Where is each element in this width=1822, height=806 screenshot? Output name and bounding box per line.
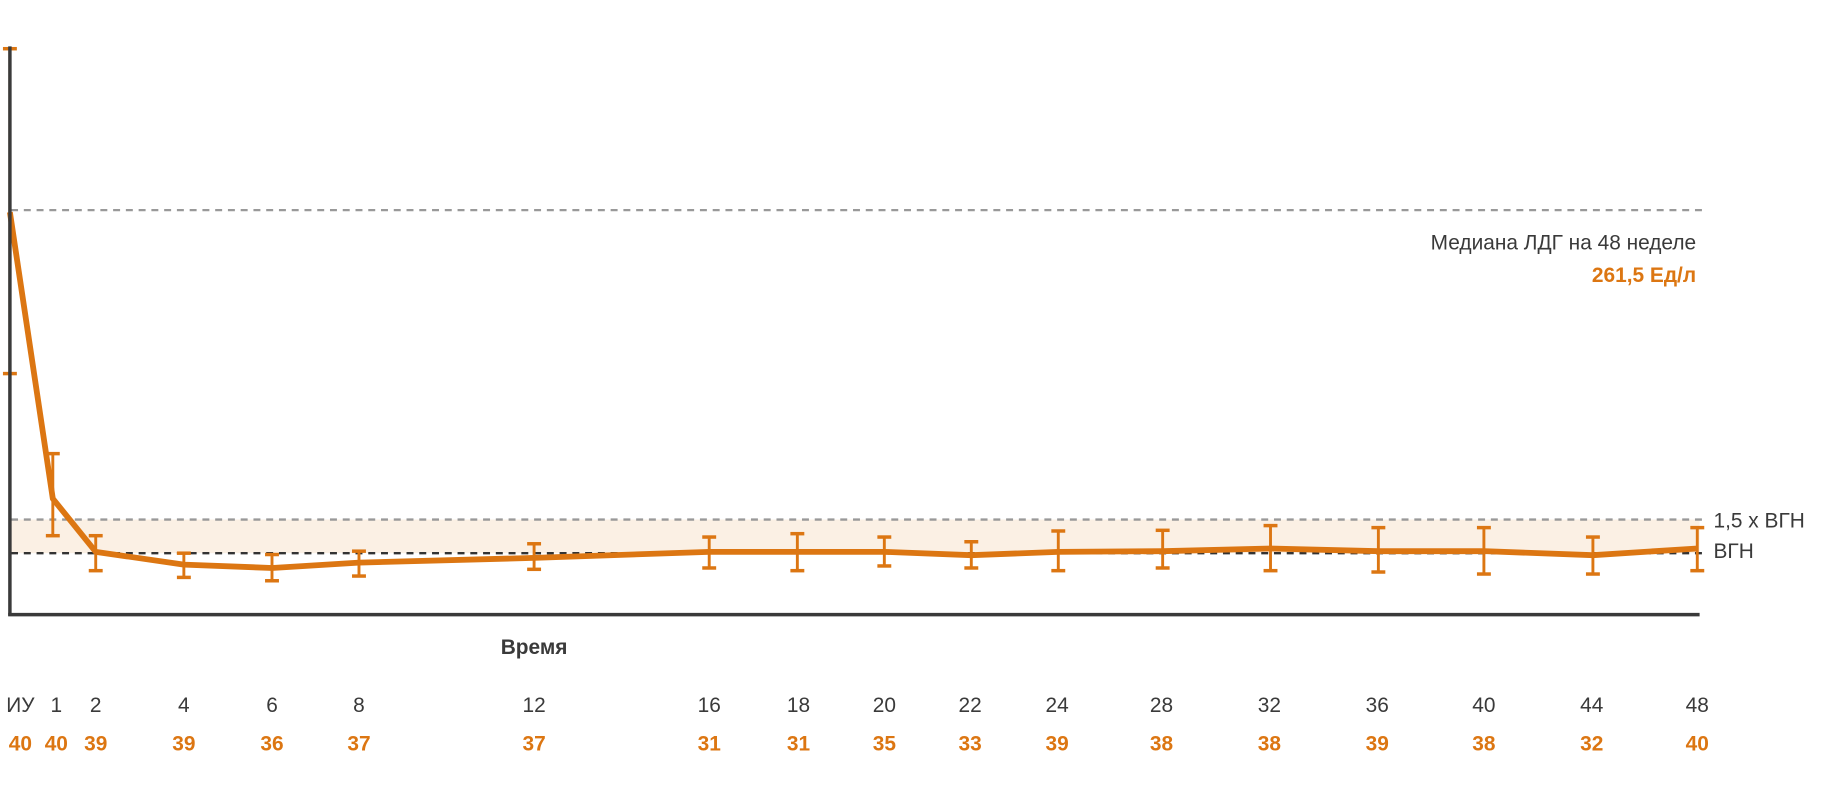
- x-tick-label: 22: [959, 694, 982, 717]
- x-tick-label: 6: [266, 694, 278, 717]
- ref-label-uln: ВГН: [1714, 540, 1754, 563]
- series-line: [7, 211, 1698, 571]
- n-label: 39: [84, 732, 107, 755]
- x-tick-label: ИУ: [6, 694, 35, 717]
- x-axis-label: Время: [501, 636, 568, 659]
- n-label: 33: [959, 732, 982, 755]
- n-label: 31: [787, 732, 811, 755]
- x-tick-label: 1: [50, 694, 62, 717]
- uln-band: [11, 519, 1700, 554]
- x-tick-label: 28: [1150, 694, 1173, 717]
- ref-sublabel-median: 261,5 Ед/л: [1592, 264, 1696, 287]
- n-label: 32: [1580, 732, 1603, 755]
- n-label: 39: [1046, 732, 1069, 755]
- x-tick-label: 8: [353, 694, 365, 717]
- n-label: 38: [1472, 732, 1495, 755]
- n-label: 38: [1150, 732, 1173, 755]
- ref-label-median: Медиана ЛДГ на 48 неделе: [1431, 231, 1696, 254]
- x-tick-label: 24: [1046, 694, 1069, 717]
- x-tick-label: 12: [522, 694, 545, 717]
- x-tick-label: 32: [1258, 694, 1281, 717]
- n-label: 37: [347, 732, 370, 755]
- x-tick-label: 44: [1580, 694, 1603, 717]
- ref-label-1-5-uln: 1,5 х ВГН: [1714, 510, 1805, 533]
- n-label: 37: [522, 732, 545, 755]
- x-tick-label: 48: [1686, 694, 1709, 717]
- n-label: 40: [9, 732, 32, 755]
- x-tick-label: 18: [787, 694, 810, 717]
- n-label: 40: [1686, 732, 1709, 755]
- n-label: 35: [873, 732, 897, 755]
- x-tick-label: 2: [90, 694, 102, 717]
- n-label: 31: [698, 732, 722, 755]
- n-label: 39: [172, 732, 195, 755]
- x-tick-label: 16: [698, 694, 721, 717]
- n-label: 36: [260, 732, 283, 755]
- x-tick-label: 4: [178, 694, 190, 717]
- n-label: 39: [1366, 732, 1389, 755]
- n-label: 40: [45, 732, 68, 755]
- x-tick-label: 20: [873, 694, 896, 717]
- n-label: 38: [1258, 732, 1281, 755]
- x-tick-label: 40: [1472, 694, 1495, 717]
- x-tick-label: 36: [1366, 694, 1389, 717]
